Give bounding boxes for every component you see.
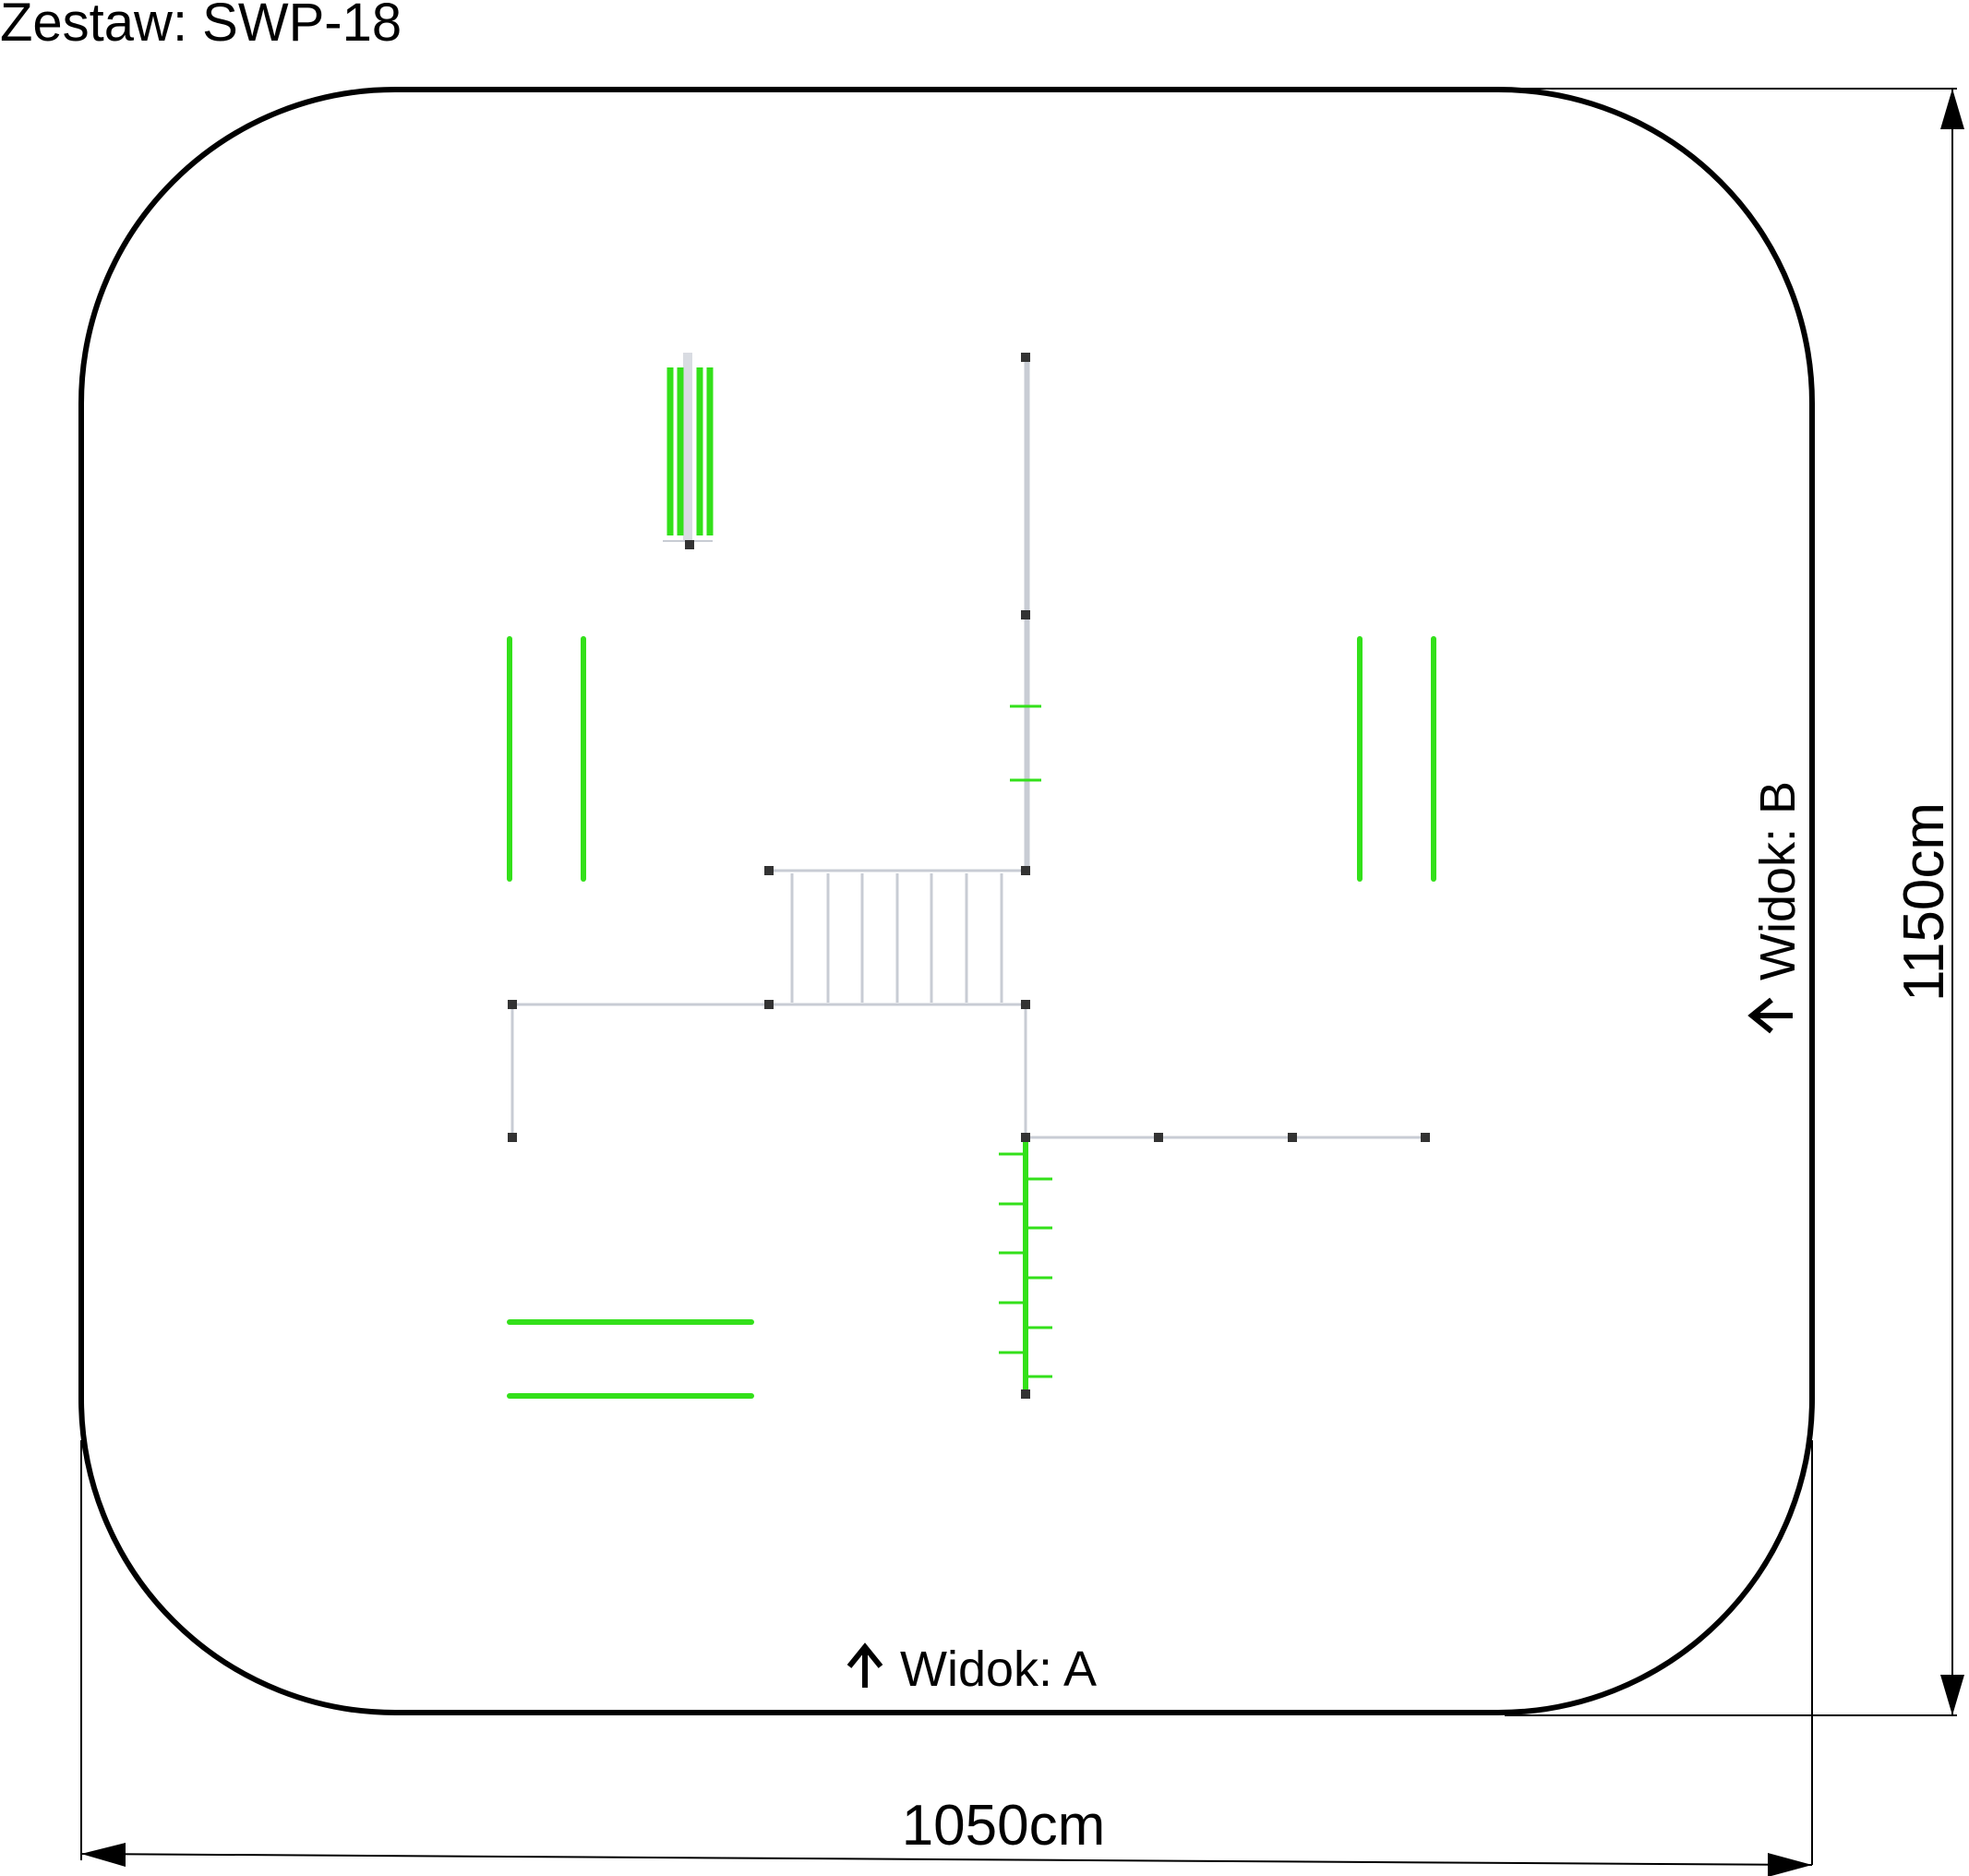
post bbox=[1021, 610, 1030, 619]
width-arrow-right-icon bbox=[1768, 1853, 1812, 1876]
post bbox=[1421, 1133, 1430, 1142]
height-dimension-label: 1150cm bbox=[1892, 802, 1956, 1002]
bars-left-vertical bbox=[507, 636, 586, 882]
post bbox=[508, 1133, 517, 1142]
central-frame bbox=[510, 358, 1425, 1139]
bars-right-vertical bbox=[1357, 636, 1436, 882]
pole-unit-top bbox=[663, 353, 714, 549]
height-arrow-bottom-icon bbox=[1940, 1675, 1964, 1715]
view-a-arrow-icon bbox=[846, 1642, 883, 1688]
post bbox=[1288, 1133, 1297, 1142]
safety-zone-outline bbox=[78, 87, 1815, 1715]
post bbox=[1021, 1389, 1030, 1399]
width-dimension bbox=[80, 1440, 1813, 1866]
bars-bottom-horizontal bbox=[507, 1319, 754, 1399]
view-b-arrow-icon bbox=[1747, 997, 1793, 1034]
post bbox=[508, 1000, 517, 1009]
frame-posts bbox=[508, 353, 1430, 1399]
green-climbing-ladder bbox=[999, 1137, 1052, 1394]
post bbox=[764, 1000, 774, 1009]
view-b-label: Widok: B bbox=[1750, 781, 1806, 980]
width-arrow-left-icon bbox=[81, 1843, 126, 1867]
width-dimension-label: 1050cm bbox=[902, 1794, 1106, 1858]
post bbox=[764, 866, 774, 875]
view-a-label: Widok: A bbox=[900, 1642, 1097, 1697]
height-dimension bbox=[1505, 88, 1957, 1716]
post bbox=[1154, 1133, 1163, 1142]
post bbox=[1021, 1000, 1030, 1009]
post bbox=[1021, 353, 1030, 362]
post bbox=[1021, 1133, 1030, 1142]
set-title: Zestaw: SWP-18 bbox=[0, 0, 402, 53]
post bbox=[1021, 866, 1030, 875]
upper-beam-rungs bbox=[1010, 704, 1041, 782]
height-arrow-top-icon bbox=[1940, 89, 1964, 129]
